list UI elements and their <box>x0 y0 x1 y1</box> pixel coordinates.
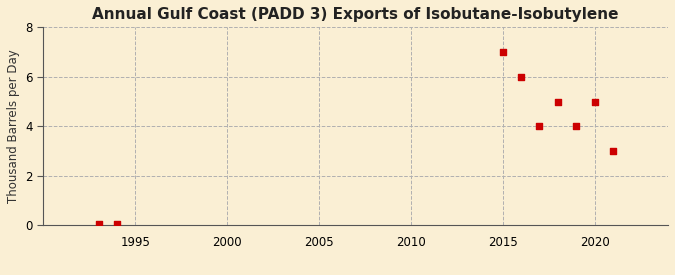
Point <box>93 222 104 226</box>
Point <box>571 124 582 128</box>
Point <box>497 50 508 54</box>
Point <box>111 222 122 226</box>
Point <box>552 99 563 104</box>
Point <box>608 149 618 153</box>
Title: Annual Gulf Coast (PADD 3) Exports of Isobutane-Isobutylene: Annual Gulf Coast (PADD 3) Exports of Is… <box>92 7 619 22</box>
Point <box>534 124 545 128</box>
Point <box>589 99 600 104</box>
Point <box>516 75 526 79</box>
Y-axis label: Thousand Barrels per Day: Thousand Barrels per Day <box>7 50 20 203</box>
